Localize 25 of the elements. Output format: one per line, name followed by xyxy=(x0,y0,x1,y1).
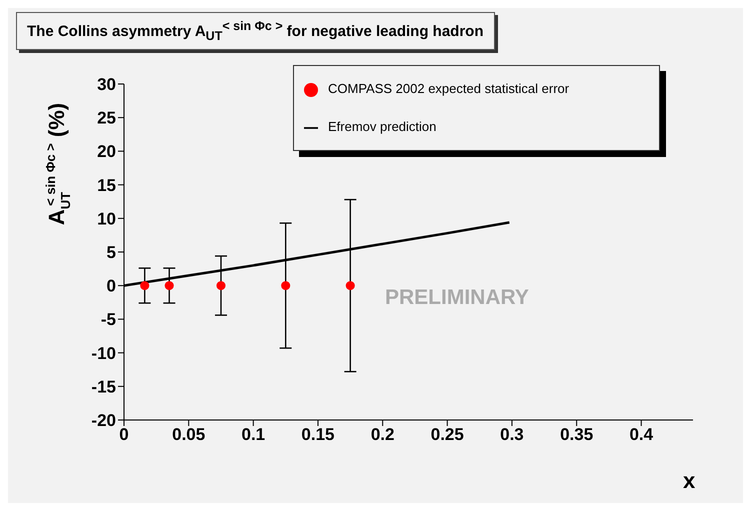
y-tick-label: 25 xyxy=(97,108,116,128)
y-tick-label: -15 xyxy=(91,377,116,396)
y-tick-label: 0 xyxy=(106,276,116,296)
x-tick-label: 0.05 xyxy=(172,425,206,444)
x-tick-label: 0.4 xyxy=(629,425,654,444)
y-tick-label: -5 xyxy=(100,310,116,330)
y-tick-label: 15 xyxy=(97,176,116,195)
x-tick-label: 0.2 xyxy=(370,425,394,444)
x-tick-label: 0.25 xyxy=(430,425,464,444)
x-tick-label: 0.15 xyxy=(301,425,335,444)
x-tick-label: 0.3 xyxy=(500,425,524,444)
x-tick-label: 0.1 xyxy=(242,425,266,444)
legend-label: Efremov prediction xyxy=(328,119,436,134)
annotation: PRELIMINARY xyxy=(385,286,529,310)
y-tick-label: 20 xyxy=(97,142,116,162)
legend-label: COMPASS 2002 expected statistical error xyxy=(328,81,570,96)
x-axis-title: x xyxy=(683,468,696,493)
x-tick-label: 0.35 xyxy=(560,425,594,444)
x-tick-label: 0 xyxy=(119,425,129,444)
y-tick-label: 10 xyxy=(97,209,116,228)
y-tick-label: -10 xyxy=(91,344,116,363)
y-tick-label: 5 xyxy=(106,243,116,262)
y-tick-label: 30 xyxy=(97,75,116,94)
chart-title: The Collins asymmetry A$_{UT}$$^{< sin Φc >}$ for negative leading hadron xyxy=(16,12,494,50)
y-tick-label: -20 xyxy=(91,411,116,430)
